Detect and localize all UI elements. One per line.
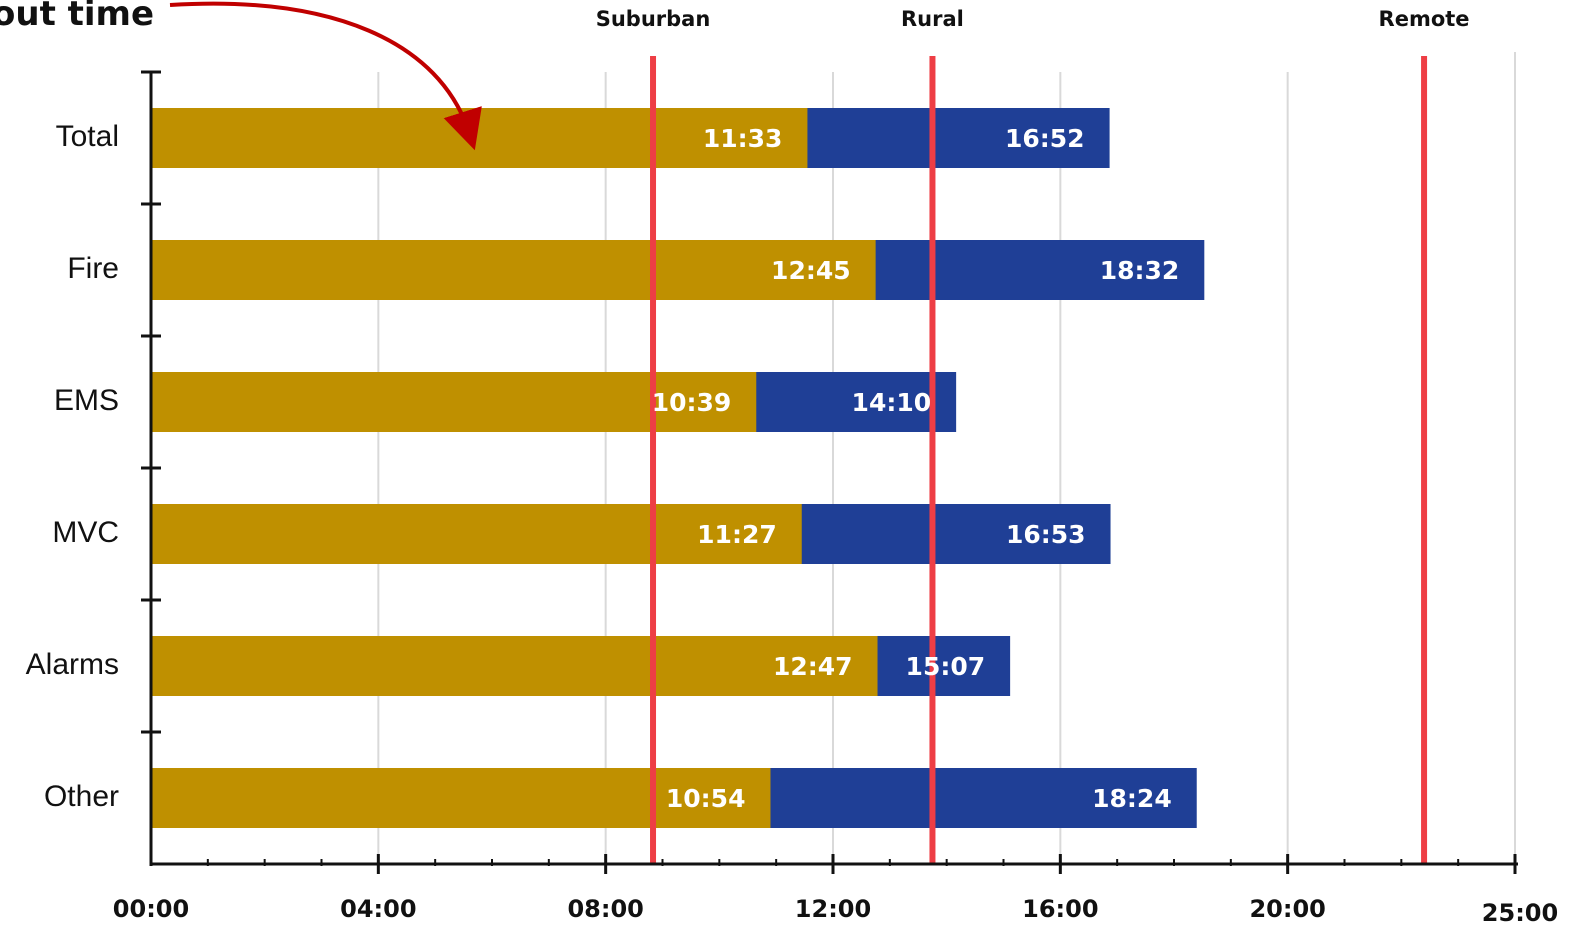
reference-label: Remote [1379,7,1470,31]
x-tick-label: 00:00 [113,895,189,923]
category-label: Fire [67,252,119,285]
category-label: MVC [52,516,119,549]
x-tick-label: 12:00 [795,895,871,923]
data-label: 10:54 [666,784,746,813]
x-tick-label: 08:00 [567,895,643,923]
bar [151,768,771,828]
x-tick-label: 20:00 [1249,895,1325,923]
category-label: Alarms [26,648,119,681]
reference-label: Rural [901,7,964,31]
labels: 16:52 11:33 Total 18:32 12:45 Fire 14:10 10:39 E… [26,7,1559,927]
reference-label: Suburban [596,7,711,31]
data-label: 18:32 [1100,256,1180,285]
data-label: 12:45 [771,256,851,285]
annotation-text: out time [0,0,154,34]
data-label: 12:47 [773,652,853,681]
data-label: 18:24 [1092,784,1172,813]
category-label: Other [44,780,119,813]
x-tick-label: 04:00 [340,895,416,923]
x-tick-label: 16:00 [1022,895,1098,923]
reference-lines [650,56,1428,864]
data-label: 14:10 [852,388,932,417]
data-label: 16:53 [1006,520,1086,549]
bar [151,504,802,564]
data-label: 11:27 [697,520,777,549]
data-label: 11:33 [703,124,783,153]
bars [151,108,1205,828]
data-label: 16:52 [1005,124,1085,153]
data-label: 10:39 [652,388,732,417]
data-label: 15:07 [906,652,986,681]
category-label: Total [56,120,119,153]
axes [141,70,1518,874]
annotation-arrow [169,1,482,151]
category-label: EMS [54,384,119,417]
grid-lines [377,52,1516,864]
x-end-label: 25:00 [1482,899,1558,927]
bar [151,636,878,696]
bar [151,240,876,300]
annotation: out time [0,0,482,151]
